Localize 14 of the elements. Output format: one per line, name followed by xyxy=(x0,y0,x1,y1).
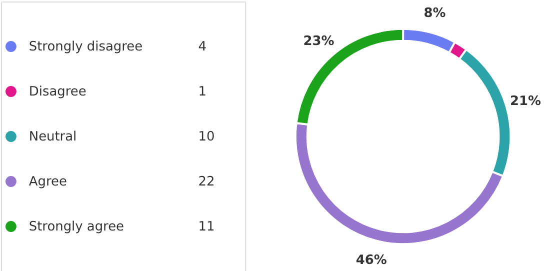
data-label: 21% xyxy=(510,94,542,109)
data-label: 8% xyxy=(424,6,446,21)
legend-label: Strongly disagree xyxy=(28,39,143,54)
legend-label: Disagree xyxy=(28,84,86,100)
text: 11 xyxy=(198,220,215,234)
text: 22 xyxy=(198,174,215,190)
data-label: 46% xyxy=(356,253,387,268)
text: 1 xyxy=(198,84,207,100)
data-label: 23% xyxy=(303,34,334,49)
text: 4 xyxy=(198,39,207,54)
legend-label: Strongly agree xyxy=(28,220,124,234)
legend-label: Agree xyxy=(28,174,67,190)
legend-label: Neutral xyxy=(28,129,77,144)
text: 10 xyxy=(198,129,215,144)
